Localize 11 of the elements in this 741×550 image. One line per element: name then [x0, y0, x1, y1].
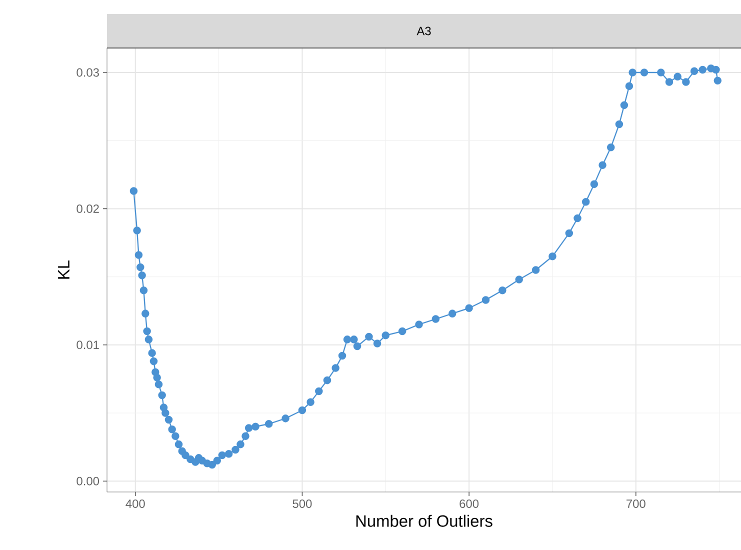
chart-title: A3: [416, 26, 431, 36]
y-axis-title: KL: [58, 260, 70, 279]
y-tick-label: 0.03: [76, 68, 99, 77]
x-tick-label: 700: [626, 500, 646, 508]
y-tick-label: 0.02: [76, 204, 99, 213]
y-tick-label: 0.00: [76, 476, 100, 486]
x-tick-label: 400: [126, 500, 145, 508]
x-tick-label: 600: [460, 500, 479, 508]
x-axis-title: Number of Outliers: [356, 514, 492, 527]
x-tick-label: 500: [292, 500, 312, 508]
y-tick-label: 0.01: [76, 340, 99, 350]
